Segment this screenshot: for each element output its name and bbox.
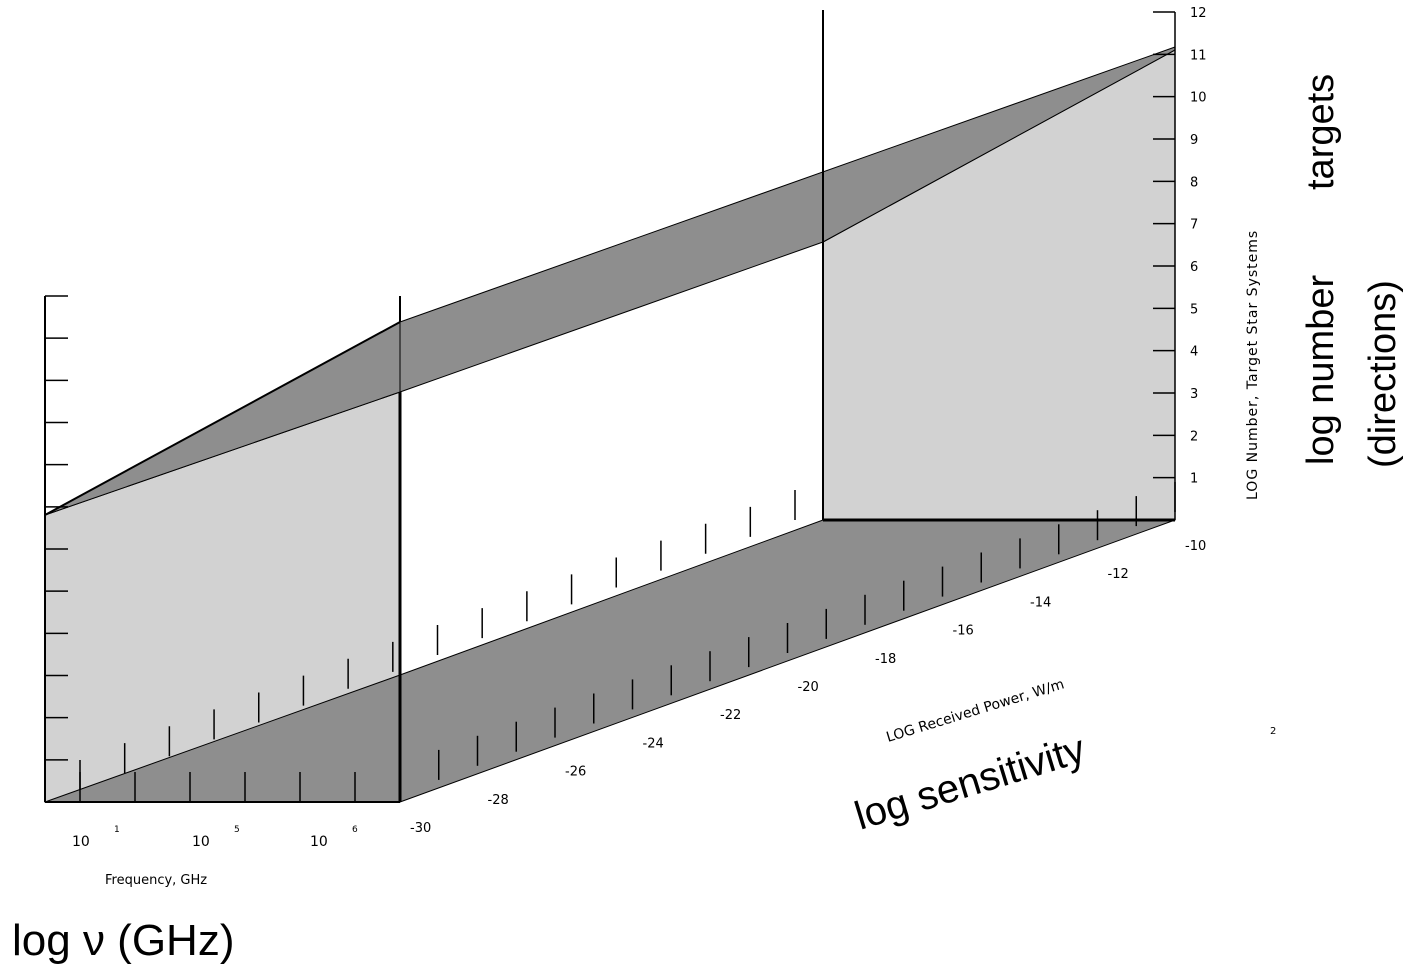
- freq-tick-exp: 6: [352, 825, 358, 835]
- power-tick-label: -10: [1185, 539, 1206, 554]
- annotation-targets: targets: [1300, 74, 1342, 190]
- z-tick-label: 5: [1190, 302, 1198, 317]
- z-tick-label: 2: [1190, 429, 1198, 444]
- z-tick-label: 1: [1190, 472, 1198, 487]
- z-tick-label: 10: [1190, 91, 1207, 106]
- power-tick-label: -26: [565, 765, 586, 780]
- power-tick-label: -30: [410, 821, 431, 836]
- freq-tick-exp: 1: [114, 825, 120, 835]
- power-tick-label: -24: [643, 736, 664, 751]
- floor-ticks: [79, 482, 1176, 802]
- z-axis-label: LOG Number, Target Star Systems: [1245, 230, 1261, 500]
- power-axis-label-superscript: 2: [1270, 726, 1276, 737]
- power-tick-label: -18: [875, 652, 896, 667]
- top-band-right: [399, 46, 1176, 393]
- freq-tick-base: 10: [72, 834, 90, 850]
- freq-tick-base: 10: [310, 834, 328, 850]
- power-tick-label: -16: [953, 624, 974, 639]
- z-tick-label: 11: [1190, 48, 1207, 63]
- frequency-tick-1: 10 1: [72, 825, 120, 850]
- power-tick-label: -12: [1108, 567, 1129, 582]
- annotation-log-number: log number: [1300, 275, 1342, 465]
- freq-tick-base: 10: [192, 834, 210, 850]
- annotation-log-nu: log ν (GHz): [12, 916, 234, 965]
- power-axis-ticks: -30 -28 -26 -24 -22 -20 -18 -16 -14 -12 -10: [410, 539, 1206, 836]
- power-tick-label: -22: [720, 708, 741, 723]
- frequency-axis-label: Frequency, GHz: [105, 873, 207, 888]
- power-tick-label: -28: [488, 793, 509, 808]
- freq-tick-exp: 5: [234, 825, 240, 835]
- z-tick-label: 4: [1190, 345, 1198, 360]
- power-tick-label: -20: [798, 680, 819, 695]
- top-band-edge: [44, 321, 401, 516]
- z-tick-label: 8: [1190, 175, 1198, 190]
- power-axis-label: LOG Received Power, W/m: [884, 676, 1066, 745]
- power-tick-label: -14: [1030, 595, 1051, 610]
- left-axis-ticks: [45, 295, 68, 803]
- frequency-tick-2: 10 5: [192, 825, 240, 850]
- annotation-log-sensitivity: log sensitivity: [850, 727, 1090, 839]
- z-tick-label: 12: [1190, 6, 1207, 21]
- z-tick-label: 9: [1190, 133, 1198, 148]
- frequency-tick-3: 10 6: [310, 825, 358, 850]
- z-tick-label: 6: [1190, 260, 1198, 275]
- annotation-directions: (directions): [1362, 280, 1404, 468]
- panels: [44, 10, 1176, 803]
- z-tick-label: 3: [1190, 387, 1198, 402]
- z-tick-label: 7: [1190, 218, 1198, 233]
